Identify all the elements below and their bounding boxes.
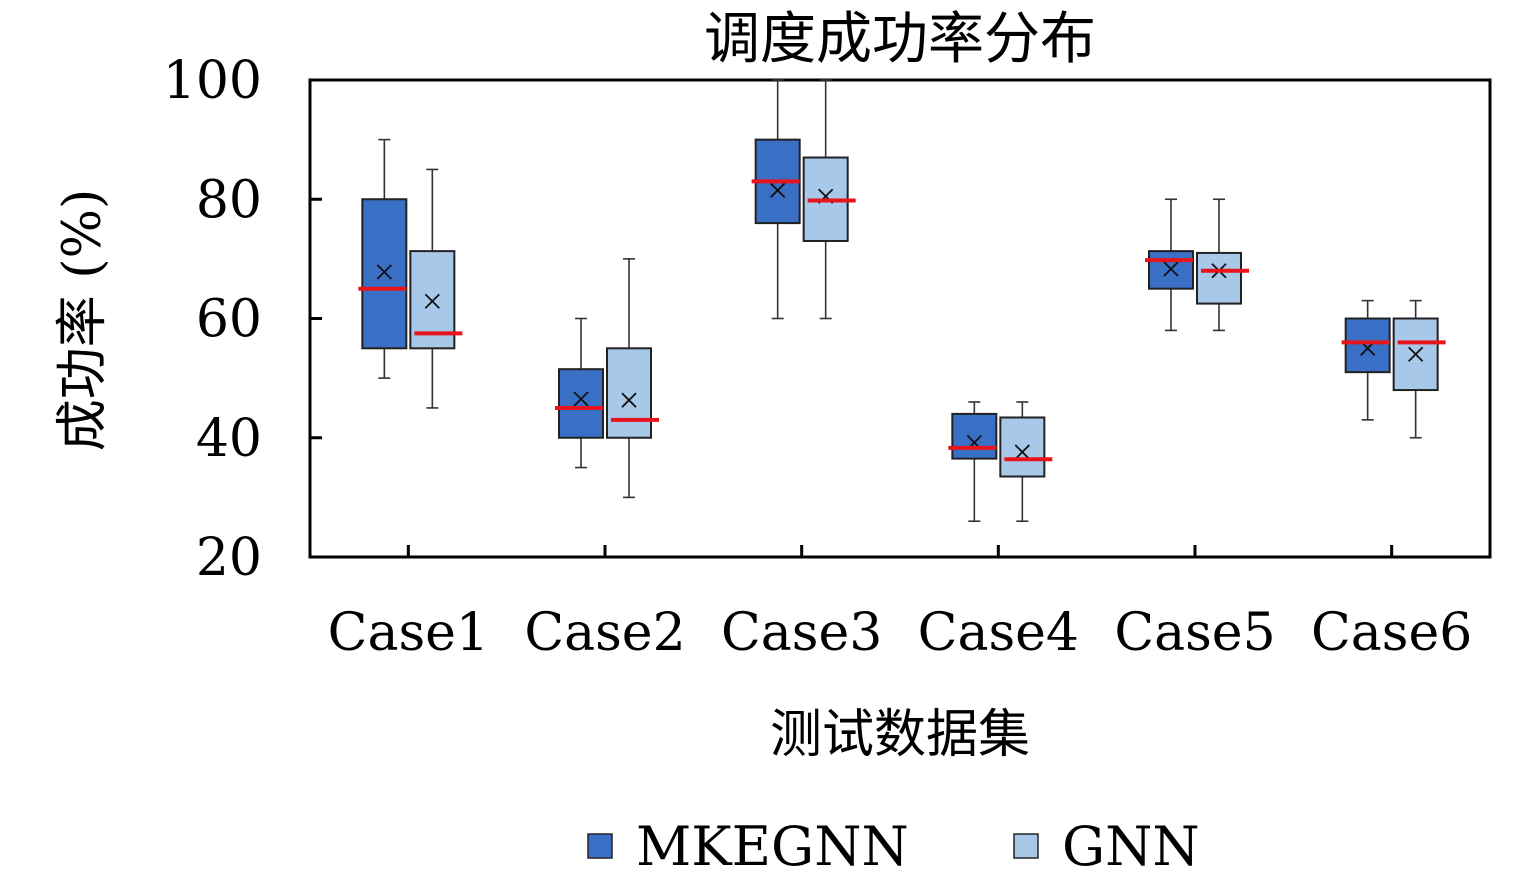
gnn-mean-marker bbox=[621, 392, 637, 408]
mkegnn-mean-marker bbox=[376, 264, 392, 280]
mkegnn-box bbox=[361, 198, 408, 350]
mkegnn-mean-marker bbox=[1163, 261, 1179, 277]
y-axis-label: 成功率 (%) bbox=[53, 189, 113, 452]
legend-label-mkegnn: MKEGNN bbox=[636, 815, 909, 878]
mkegnn-mean-marker bbox=[770, 182, 786, 198]
gnn-box bbox=[1196, 251, 1242, 305]
gnn-mean-marker bbox=[1014, 444, 1030, 460]
x-tick-label: Case4 bbox=[918, 603, 1079, 663]
mkegnn-box bbox=[1344, 317, 1391, 374]
gnn-mean-marker bbox=[1408, 346, 1424, 362]
mkegnn-box bbox=[951, 412, 998, 460]
chart-title: 调度成功率分布 bbox=[704, 7, 1096, 72]
gnn-mean-marker bbox=[424, 293, 440, 309]
x-tick-label: Case2 bbox=[524, 603, 685, 663]
gnn-box bbox=[999, 416, 1046, 478]
legend-swatch-gnn bbox=[1013, 833, 1039, 859]
legend-swatch-mkegnn bbox=[587, 833, 613, 859]
y-tick-label: 20 bbox=[196, 528, 262, 588]
gnn-box bbox=[606, 347, 652, 439]
mkegnn-box bbox=[558, 368, 604, 439]
plot-frame bbox=[308, 78, 1492, 559]
x-tick-label: Case6 bbox=[1311, 603, 1472, 663]
mkegnn-mean-marker bbox=[573, 391, 589, 407]
plot-area: 20 40 60 80 100 Case1 Case2 Case3 Case4 Case5 Case… bbox=[163, 51, 1492, 663]
y-tick-label: 40 bbox=[196, 409, 262, 469]
y-tick-label: 60 bbox=[196, 290, 262, 350]
y-tick-label: 80 bbox=[196, 170, 262, 230]
y-tick-label: 100 bbox=[163, 51, 262, 111]
x-tick-label: Case5 bbox=[1114, 603, 1275, 663]
x-tick-label: Case1 bbox=[328, 603, 489, 663]
x-tick-label: Case3 bbox=[721, 603, 882, 663]
x-axis-label: 测试数据集 bbox=[770, 705, 1030, 765]
legend-label-gnn: GNN bbox=[1062, 815, 1200, 878]
legend: MKEGNN GNN bbox=[587, 815, 1200, 878]
